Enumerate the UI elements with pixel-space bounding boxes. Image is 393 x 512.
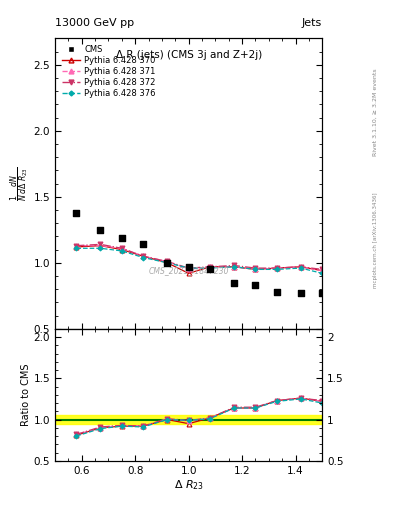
Text: Jets: Jets (302, 18, 322, 28)
Point (73, 208, 79, 217)
Point (274, 288, 280, 296)
Point (298, 289, 304, 297)
Legend: CMS, Pythia 6.428 370, Pythia 6.428 371, Pythia 6.428 372, Pythia 6.428 376: CMS, Pythia 6.428 370, Pythia 6.428 371,… (59, 42, 158, 101)
Point (140, 240, 146, 248)
Point (252, 281, 259, 289)
Point (207, 265, 213, 273)
Point (164, 259, 171, 267)
Y-axis label: $\frac{1}{N}\frac{dN}{d\Delta\ R_{23}}$: $\frac{1}{N}\frac{dN}{d\Delta\ R_{23}}$ (8, 166, 31, 201)
Point (231, 279, 237, 287)
Point (185, 263, 192, 271)
Text: Rivet 3.1.10, ≥ 3.2M events: Rivet 3.1.10, ≥ 3.2M events (373, 69, 378, 157)
Text: CMS_2021_I1847230: CMS_2021_I1847230 (149, 266, 229, 275)
X-axis label: $\Delta\ R_{23}$: $\Delta\ R_{23}$ (174, 478, 204, 492)
Bar (55, 415, 322, 423)
Point (319, 289, 325, 297)
Point (97, 226, 104, 234)
Point (119, 233, 125, 242)
Text: Δ R (jets) (CMS 3j and Z+2j): Δ R (jets) (CMS 3j and Z+2j) (116, 50, 262, 60)
Text: mcplots.cern.ch [arXiv:1306.3436]: mcplots.cern.ch [arXiv:1306.3436] (373, 193, 378, 288)
Text: 13000 GeV pp: 13000 GeV pp (55, 18, 134, 28)
Y-axis label: Ratio to CMS: Ratio to CMS (21, 364, 31, 426)
